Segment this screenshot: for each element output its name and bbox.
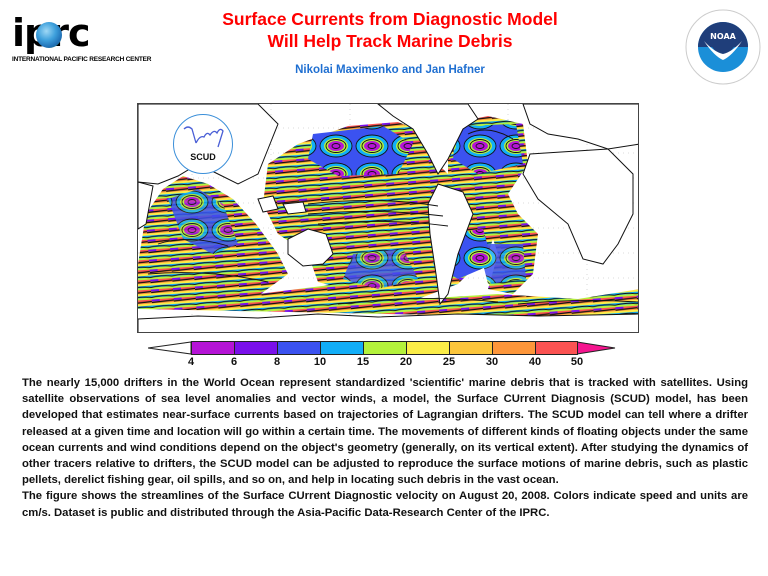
colorbar-segment-8-10 <box>277 341 321 355</box>
noaa-text: NOAA <box>710 32 736 41</box>
colorbar-segment-15-20 <box>363 341 407 355</box>
colorbar-segment-25-30 <box>449 341 493 355</box>
page-title: Surface Currents from Diagnostic Model W… <box>150 8 630 52</box>
colorbar-tick: 40 <box>528 356 542 368</box>
title-line-2: Will Help Track Marine Debris <box>267 31 513 51</box>
colorbar-tick: 15 <box>356 356 370 368</box>
scud-badge: SCUD <box>173 114 233 174</box>
colorbar-tick: 8 <box>273 356 281 368</box>
description-text: The nearly 15,000 drifters in the World … <box>22 375 748 521</box>
iprc-logo-tagline: INTERNATIONAL PACIFIC RESEARCH CENTER <box>12 56 152 63</box>
colorbar-tick: 30 <box>485 356 499 368</box>
colorbar-segment-20-25 <box>406 341 450 355</box>
colorbar-tick: 6 <box>230 356 238 368</box>
description-paragraph-1: The nearly 15,000 drifters in the World … <box>22 377 748 487</box>
globe-icon <box>36 22 62 48</box>
speed-colorbar: 4 6 8 10 15 20 25 30 40 50 <box>148 341 618 368</box>
noaa-logo: NOAA <box>684 8 762 86</box>
colorbar-segment-30-40 <box>492 341 536 355</box>
colorbar-tick: 10 <box>313 356 327 368</box>
world-current-map <box>137 103 639 333</box>
scud-label: SCUD <box>190 152 216 162</box>
iprc-logo: iprc INTERNATIONAL PACIFIC RESEARCH CENT… <box>10 8 151 64</box>
colorbar-tick: 20 <box>399 356 413 368</box>
streamline-map <box>138 104 638 332</box>
colorbar-segment-6-8 <box>234 341 278 355</box>
authors: Nikolai Maximenko and Jan Hafner <box>295 64 485 76</box>
shaka-hand-icon <box>183 126 224 148</box>
colorbar-segment-40-50 <box>535 341 578 355</box>
colorbar-tick: 25 <box>442 356 456 368</box>
colorbar-segment-10-15 <box>320 341 364 355</box>
title-line-1: Surface Currents from Diagnostic Model <box>222 9 558 29</box>
colorbar-tick: 4 <box>187 356 195 368</box>
description-paragraph-2: The figure shows the streamlines of the … <box>22 490 748 519</box>
colorbar-segment-4-6 <box>191 341 235 355</box>
noaa-emblem-icon: NOAA <box>685 9 761 85</box>
colorbar-tick: 50 <box>570 356 584 368</box>
